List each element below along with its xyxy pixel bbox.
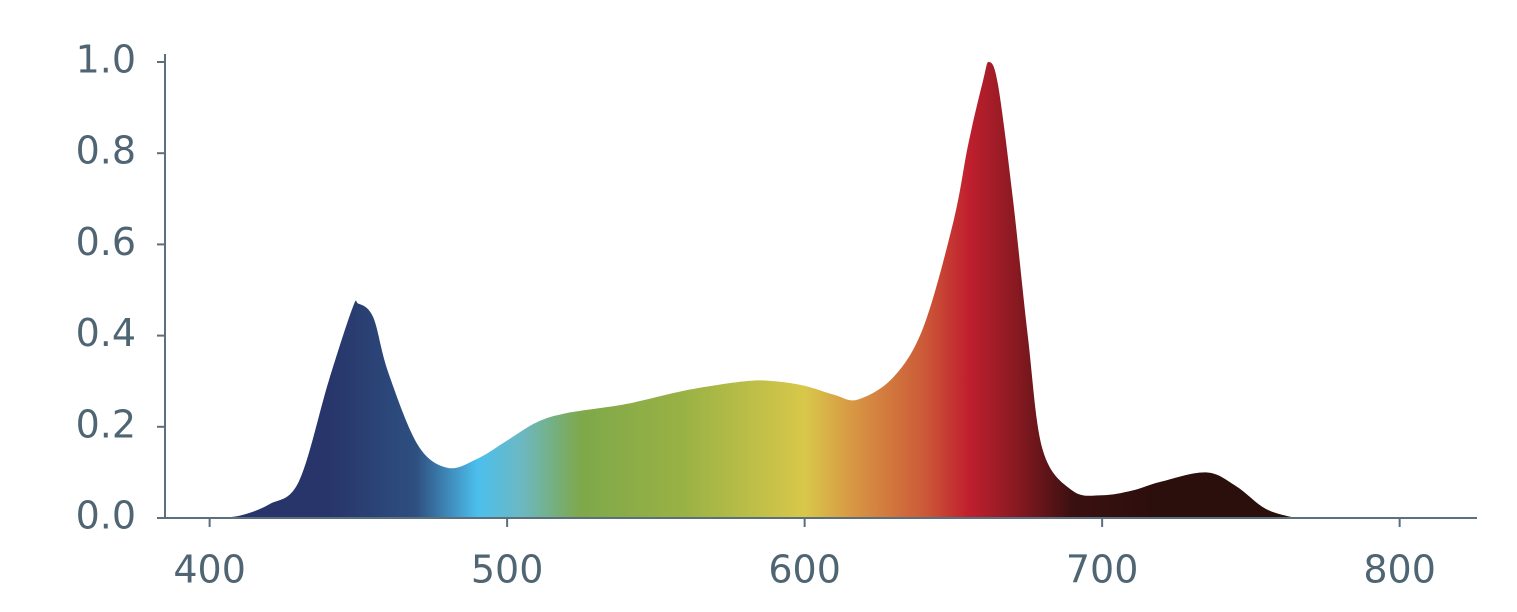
y-tick-label: 0.0 <box>76 494 136 538</box>
x-tick-label: 700 <box>1066 548 1139 592</box>
x-tick-label: 800 <box>1363 548 1436 592</box>
y-tick-label: 0.4 <box>76 311 136 355</box>
y-tick-label: 0.6 <box>76 220 136 264</box>
y-tick-label: 1.0 <box>76 38 136 82</box>
x-tick-label: 600 <box>768 548 841 592</box>
x-tick-label: 400 <box>173 548 246 592</box>
spectrum-area <box>209 61 1296 518</box>
y-tick-label: 0.2 <box>76 402 136 446</box>
y-tick-label: 0.8 <box>76 129 136 173</box>
x-tick-label: 500 <box>471 548 544 592</box>
